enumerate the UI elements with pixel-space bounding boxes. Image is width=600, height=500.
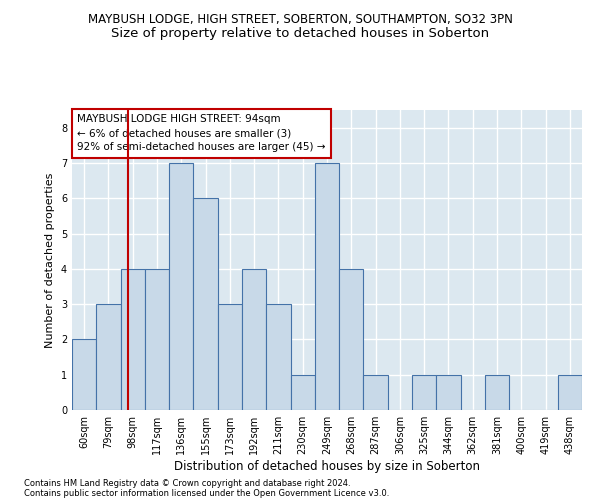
Bar [364,374,388,410]
Y-axis label: Number of detached properties: Number of detached properties [46,172,55,348]
Bar [96,304,121,410]
Text: MAYBUSH LODGE, HIGH STREET, SOBERTON, SOUTHAMPTON, SO32 3PN: MAYBUSH LODGE, HIGH STREET, SOBERTON, SO… [88,12,512,26]
Bar [145,269,169,410]
Text: Contains HM Land Registry data © Crown copyright and database right 2024.: Contains HM Land Registry data © Crown c… [24,478,350,488]
Text: MAYBUSH LODGE HIGH STREET: 94sqm
← 6% of detached houses are smaller (3)
92% of : MAYBUSH LODGE HIGH STREET: 94sqm ← 6% of… [77,114,326,152]
Bar [218,304,242,410]
Bar [436,374,461,410]
Bar [339,269,364,410]
Bar [242,269,266,410]
Bar [72,340,96,410]
Text: Size of property relative to detached houses in Soberton: Size of property relative to detached ho… [111,28,489,40]
X-axis label: Distribution of detached houses by size in Soberton: Distribution of detached houses by size … [174,460,480,473]
Bar [485,374,509,410]
Bar [290,374,315,410]
Bar [412,374,436,410]
Bar [169,163,193,410]
Bar [193,198,218,410]
Text: Contains public sector information licensed under the Open Government Licence v3: Contains public sector information licen… [24,488,389,498]
Bar [315,163,339,410]
Bar [121,269,145,410]
Bar [266,304,290,410]
Bar [558,374,582,410]
